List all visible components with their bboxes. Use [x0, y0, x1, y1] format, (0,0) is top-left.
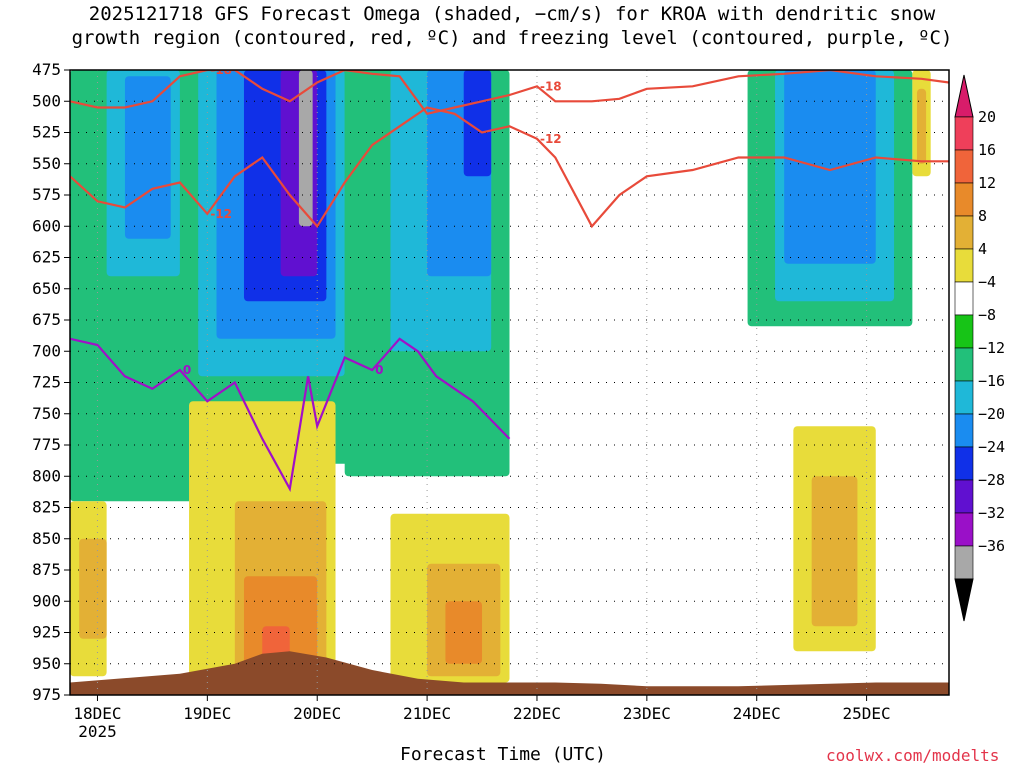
omega-region-18 [79, 538, 107, 639]
contour-line-2 [70, 337, 511, 493]
contour-label-0-0: -12 [210, 207, 232, 221]
colorbar-swatch-5 [954, 281, 974, 316]
x-tick-label-21DEC: 21DEC [403, 704, 451, 723]
colorbar-tick-0: 20 [978, 108, 996, 126]
terrain-fill [70, 651, 949, 695]
colorbar-top-arrow [954, 74, 974, 118]
colorbar-tick-8: −16 [978, 372, 1005, 390]
x-tick-label-25DEC: 25DEC [843, 704, 891, 723]
omega-region-29 [916, 88, 927, 164]
y-tick-label-675: 675 [32, 310, 61, 329]
colorbar-tick-10: −24 [978, 438, 1005, 456]
colorbar-swatch-9 [954, 413, 974, 448]
y-tick-label-550: 550 [32, 154, 61, 173]
colorbar-tick-4: 4 [978, 240, 987, 258]
y-tick-label-475: 475 [32, 60, 61, 79]
omega-region-16 [784, 70, 876, 264]
y-tick-label-650: 650 [32, 279, 61, 298]
contour-label-1-1: -18 [540, 79, 562, 93]
colorbar-tick-7: −12 [978, 339, 1005, 357]
colorbar-swatch-6 [954, 314, 974, 349]
y-tick-label-800: 800 [32, 466, 61, 485]
x-tick-label-23DEC: 23DEC [623, 704, 671, 723]
y-tick-label-925: 925 [32, 623, 61, 642]
colorbar-tick-13: −36 [978, 537, 1005, 555]
omega-shading [70, 70, 931, 683]
colorbar-swatch-8 [954, 380, 974, 415]
y-tick-label-750: 750 [32, 404, 61, 423]
y-tick-label-600: 600 [32, 216, 61, 235]
omega-region-2 [124, 76, 171, 239]
x-axis-label: Forecast Time (UTC) [400, 744, 606, 765]
terrain-surface [70, 651, 949, 695]
contour-label-1-0: -18 [210, 63, 232, 77]
y-tick-label-525: 525 [32, 123, 61, 142]
y-tick-label-700: 700 [32, 341, 61, 360]
colorbar-swatch-12 [954, 512, 974, 547]
colorbar-swatch-2 [954, 182, 974, 217]
y-tick-label-875: 875 [32, 560, 61, 579]
y-tick-label-825: 825 [32, 498, 61, 517]
y-tick-label-625: 625 [32, 248, 61, 267]
colorbar-tick-11: −28 [978, 471, 1005, 489]
x-tick-label-20DEC: 20DEC [293, 704, 341, 723]
omega-region-9 [303, 70, 309, 214]
contour-line-1 [70, 70, 949, 116]
y-tick-label-725: 725 [32, 373, 61, 392]
y-axis: 475 500 525 550 575 600 625 650 675 700 725 750 775 8… [32, 60, 70, 704]
chart-title-line2: growth region (contoured, red, ºC) and f… [71, 27, 953, 49]
y-tick-label-950: 950 [32, 654, 61, 673]
colorbar-swatch-1 [954, 149, 974, 184]
x-year-label: 2025 [78, 722, 117, 741]
y-tick-label-775: 775 [32, 435, 61, 454]
contour-line-0 [70, 106, 949, 229]
x-axis: 18DEC 19DEC 20DEC 21DEC 22DEC 23DEC 24DEC 25DEC… [73, 695, 891, 741]
x-tick-label-18DEC: 18DEC [73, 704, 121, 723]
colorbar-swatch-4 [954, 248, 974, 283]
colorbar-swatch-3 [954, 215, 974, 250]
colorbar-swatch-7 [954, 347, 974, 382]
colorbar-tick-2: 12 [978, 174, 996, 192]
colorbar-tick-9: −20 [978, 405, 1005, 423]
grid-lines [70, 69, 949, 696]
colorbar-tick-12: −32 [978, 504, 1005, 522]
credit-link[interactable]: coolwx.com/modelts [826, 746, 1000, 765]
colorbar-swatch-11 [954, 479, 974, 514]
colorbar-tick-6: −8 [978, 306, 996, 324]
contour-label-2-1: 0 [375, 363, 383, 377]
y-tick-label-575: 575 [32, 185, 61, 204]
colorbar-tick-1: 16 [978, 141, 996, 159]
omega-region-13 [463, 70, 492, 177]
contour-label-2-0: 0 [183, 363, 191, 377]
x-tick-label-19DEC: 19DEC [183, 704, 231, 723]
colorbar-swatch-13 [954, 545, 974, 580]
temperature-contours: -12 -12 -18 -18 0 0 [70, 63, 949, 493]
x-tick-label-22DEC: 22DEC [513, 704, 561, 723]
omega-region-25 [445, 601, 483, 664]
colorbar-swatch-0 [954, 116, 974, 151]
colorbar-bottom-arrow [954, 578, 974, 622]
contour-label-0-1: -12 [540, 132, 562, 146]
colorbar: 20 16 12 8 4 −4 −8 −12 −16 −20 −24 −28 −32 −36 [954, 74, 1005, 622]
colorbar-tick-5: −4 [978, 273, 996, 291]
x-tick-label-24DEC: 24DEC [733, 704, 781, 723]
y-tick-label-500: 500 [32, 91, 61, 110]
colorbar-tick-3: 8 [978, 207, 987, 225]
colorbar-swatch-10 [954, 446, 974, 481]
chart-title: 2025121718 GFS Forecast Omega (shaded, −… [0, 2, 1024, 50]
y-tick-label-975: 975 [32, 685, 61, 704]
y-tick-label-850: 850 [32, 529, 61, 548]
y-tick-label-900: 900 [32, 591, 61, 610]
omega-region-27 [811, 476, 858, 627]
chart-title-line1: 2025121718 GFS Forecast Omega (shaded, −… [88, 3, 936, 25]
